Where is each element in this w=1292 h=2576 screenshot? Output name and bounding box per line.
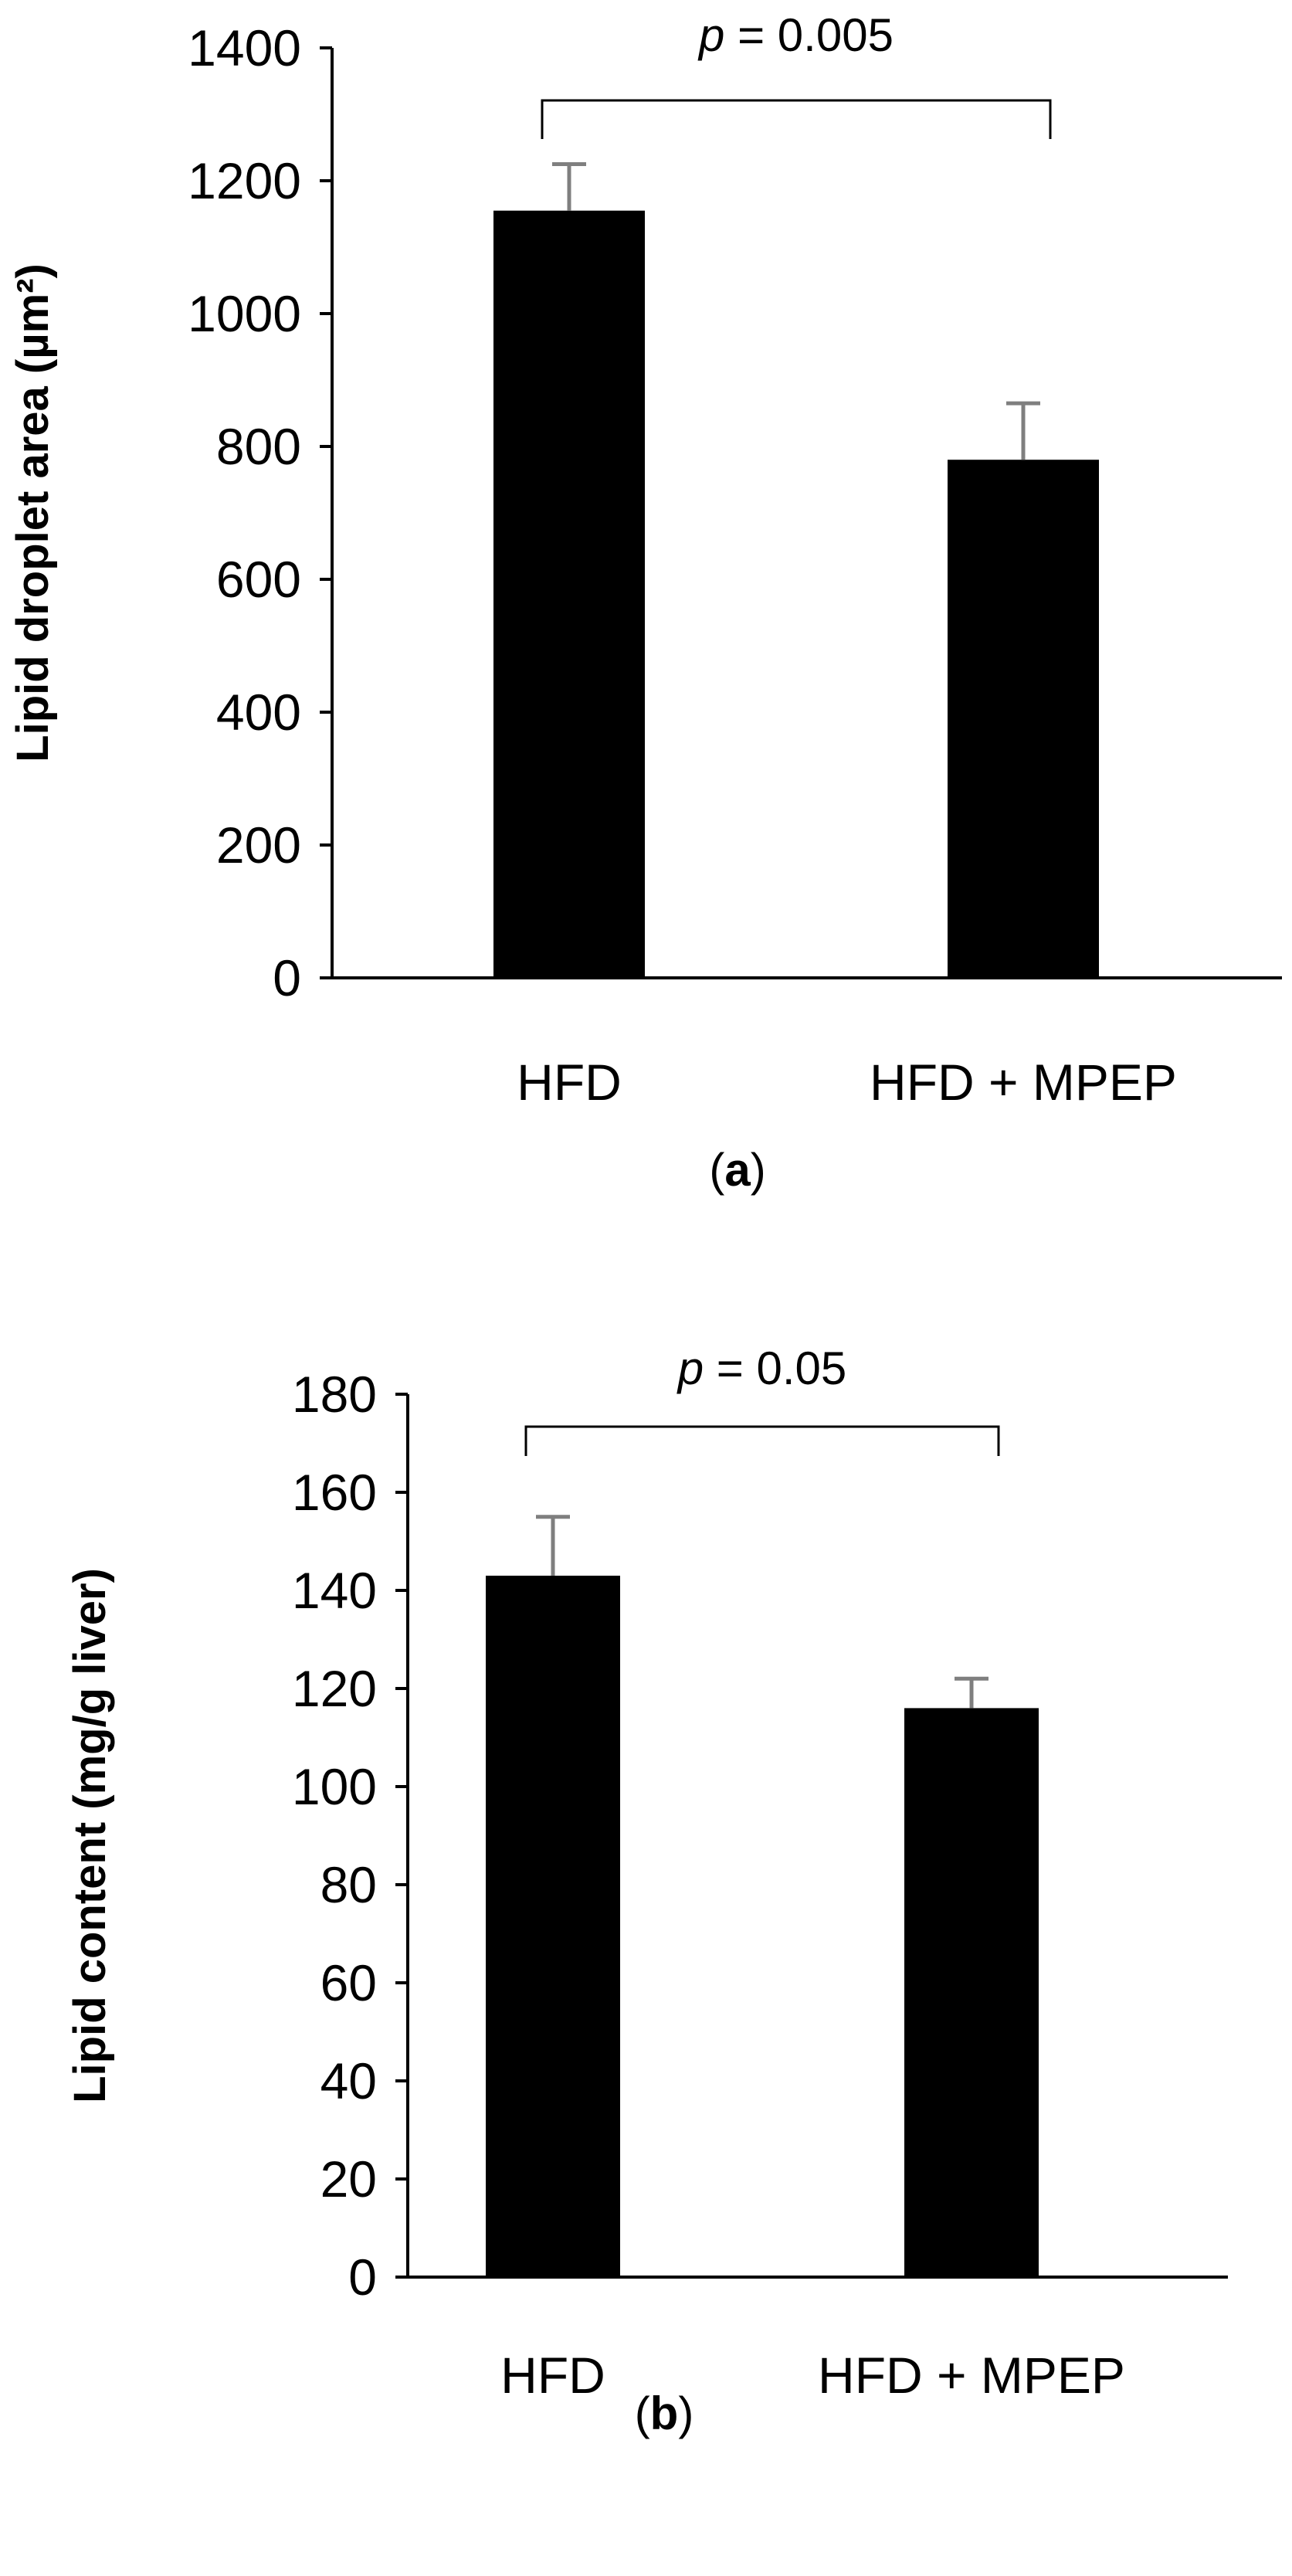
chart-b-category-label-1: HFD + MPEP xyxy=(818,2347,1125,2404)
chart-b-y-tick-label-6: 120 xyxy=(292,1660,377,1717)
chart-b-y-tick-label-4: 80 xyxy=(320,1856,377,1913)
chart-b-panel-label: (b) xyxy=(635,2388,694,2439)
chart-a-y-tick-label-0: 0 xyxy=(273,949,301,1006)
chart-b-categories: HFD HFD + MPEP xyxy=(500,2347,1125,2404)
chart-a-error-bars xyxy=(552,162,1040,460)
chart-b-y-tick-label-0: 0 xyxy=(348,2248,377,2306)
chart-a-significance-bracket xyxy=(541,99,1052,139)
chart-b-category-label-0: HFD xyxy=(500,2347,605,2404)
chart-a-panel-letter: a xyxy=(724,1144,751,1196)
chart-b-p-text: = 0.05 xyxy=(704,1342,846,1394)
chart-b-y-tick-label-2: 40 xyxy=(320,2052,377,2109)
chart-a-p-symbol: p xyxy=(697,9,724,61)
chart-b-y-tick-label-1: 20 xyxy=(320,2150,377,2208)
chart-b-error-bar-0 xyxy=(536,1515,570,1576)
chart-a-categories: HFD HFD + MPEP xyxy=(517,1054,1177,1111)
chart-a-error-bar-1 xyxy=(1006,401,1040,460)
chart-b-y-tick-label-3: 60 xyxy=(320,1954,377,2011)
chart-b-y-tick-label-7: 140 xyxy=(292,1562,377,1619)
chart-b-y-tick-label-5: 100 xyxy=(292,1758,377,1815)
chart-b-bar-1 xyxy=(904,1708,1039,2277)
chart-a-y-tick-label-1: 200 xyxy=(216,816,301,874)
chart-b-bars xyxy=(486,1575,1039,2277)
chart-b-y-tick-label-9: 180 xyxy=(292,1366,377,1423)
chart-a-category-label-0: HFD xyxy=(517,1054,622,1111)
chart-b: 0 20 40 60 80 100 120 140 160 180 HFD HFD + MPEP L… xyxy=(65,1342,1228,2439)
chart-a-y-tick-label-6: 1200 xyxy=(188,152,301,209)
chart-a-y-tick-label-3: 600 xyxy=(216,551,301,608)
chart-a-y-ticks: 0 200 400 600 800 1000 1200 1400 xyxy=(188,19,332,1006)
chart-b-error-bars xyxy=(536,1515,988,1709)
chart-b-y-ticks: 0 20 40 60 80 100 120 140 160 180 xyxy=(292,1366,408,2306)
chart-b-bar-0 xyxy=(486,1575,620,2277)
chart-a-bar-1 xyxy=(948,460,1099,978)
chart-b-error-bar-1 xyxy=(955,1676,988,1709)
chart-a-y-tick-label-7: 1400 xyxy=(188,19,301,76)
chart-b-p-value: p = 0.05 xyxy=(677,1342,847,1394)
chart-a-p-value: p = 0.005 xyxy=(697,9,894,61)
chart-a-y-tick-label-2: 400 xyxy=(216,684,301,741)
chart-a-y-tick-label-5: 1000 xyxy=(188,285,301,342)
chart-a-bars xyxy=(493,210,1099,978)
chart-a-bar-0 xyxy=(493,210,645,978)
chart-a-y-axis-label: Lipid droplet area (µm²) xyxy=(8,263,58,762)
chart-a-panel-label: (a) xyxy=(709,1144,765,1196)
chart-b-y-tick-label-8: 160 xyxy=(292,1464,377,1521)
chart-a-y-tick-label-4: 800 xyxy=(216,418,301,475)
chart-b-p-symbol: p xyxy=(677,1342,704,1394)
chart-b-panel-letter: b xyxy=(650,2388,679,2439)
chart-b-significance-bracket xyxy=(524,1425,1000,1456)
chart-a-p-text: = 0.005 xyxy=(724,9,894,61)
chart-a-error-bar-0 xyxy=(552,162,586,211)
chart-a-category-label-1: HFD + MPEP xyxy=(870,1054,1177,1111)
chart-b-y-axis-label: Lipid content (mg/g liver) xyxy=(65,1568,115,2103)
